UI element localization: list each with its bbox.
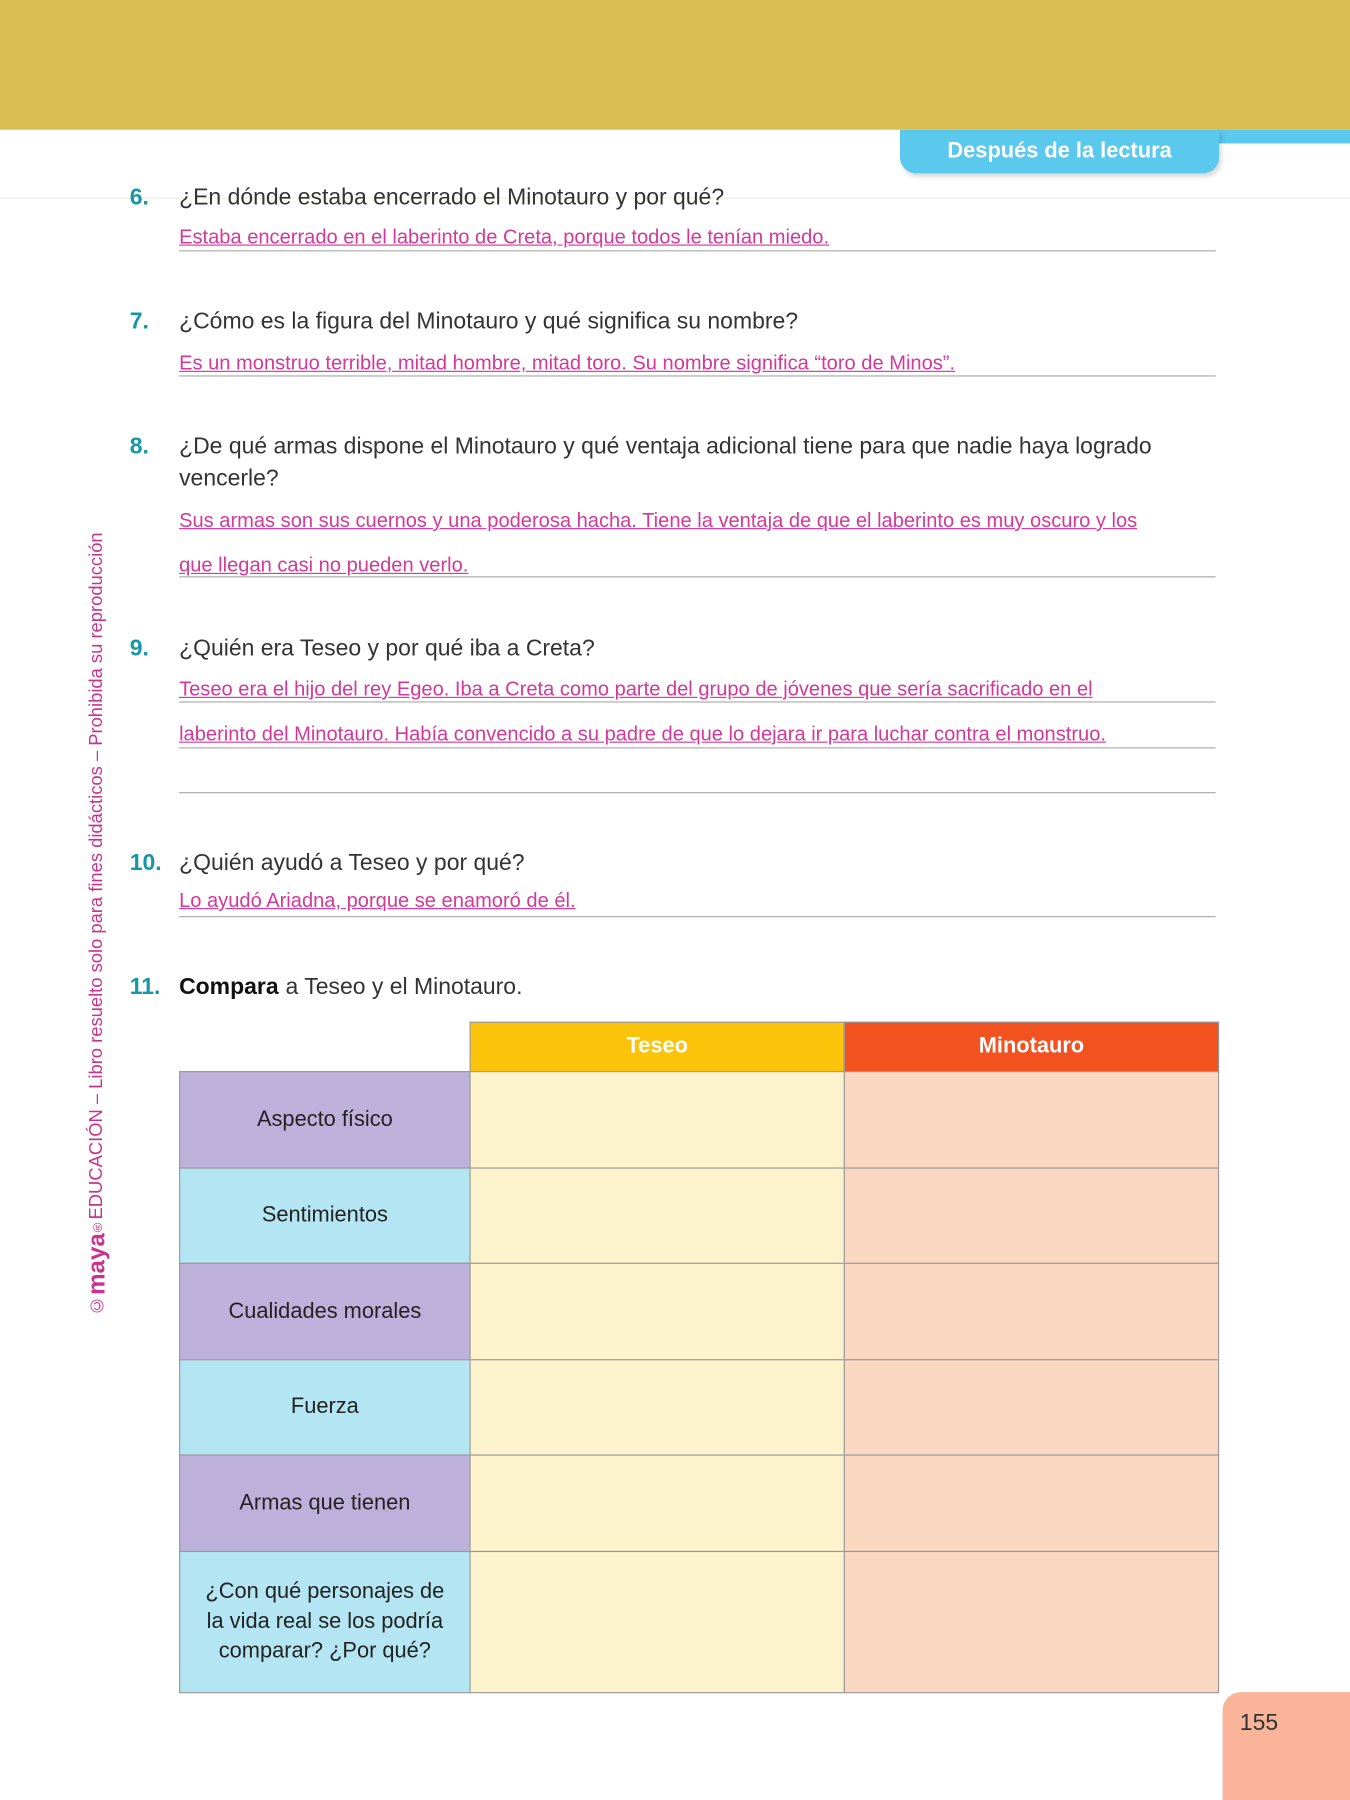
row-label: Aspecto físico (179, 1071, 471, 1169)
table-cell (469, 1454, 845, 1553)
column-header: Teseo (469, 1021, 845, 1073)
question-number: 11. (129, 974, 161, 1000)
question-number: 10. (129, 850, 162, 876)
answer-line: Lo ayudó Ariadna, porque se enamoró de é… (179, 888, 576, 912)
table-cell (469, 1359, 845, 1456)
table-cell (843, 1454, 1220, 1553)
page-number-box (1222, 1692, 1350, 1800)
answer-rule (179, 701, 1216, 703)
registered: ® (90, 1219, 105, 1234)
page-number: 155 (1239, 1710, 1279, 1736)
question-text: ¿En dónde estaba encerrado el Minotauro … (179, 184, 725, 211)
answer-rule (179, 576, 1216, 578)
question-number: 8. (129, 433, 149, 460)
row-label: ¿Con qué personajes de la vida real se l… (179, 1550, 471, 1694)
row-label: Sentimientos (179, 1167, 471, 1264)
answer-line: Sus armas son sus cuernos y una poderosa… (179, 508, 1138, 532)
answer-rule (179, 747, 1216, 749)
column-header: Minotauro (843, 1021, 1220, 1073)
question-text: Compara a Teseo y el Minotauro. (179, 971, 1224, 1003)
brand: maya (83, 1233, 111, 1295)
question-text: ¿Quién era Teseo y por qué iba a Creta? (179, 635, 595, 662)
question-body: a Teseo y el Minotauro. (285, 974, 523, 1000)
header-band (0, 0, 1350, 130)
table-cell (843, 1071, 1220, 1169)
table-cell (469, 1167, 845, 1264)
table-cell (843, 1359, 1220, 1456)
answer-rule (179, 250, 1216, 252)
row-label: Armas que tienen (179, 1454, 471, 1553)
emphasis: Compara (179, 974, 279, 1000)
question-text: ¿De qué armas dispone el Minotauro y qué… (179, 433, 1152, 492)
answer-line: Es un monstruo terrible, mitad hombre, m… (179, 351, 956, 375)
answer-line: Estaba encerrado en el laberinto de Cret… (179, 225, 830, 248)
table-cell (843, 1262, 1220, 1361)
table-cell (469, 1550, 845, 1694)
question-number: 9. (129, 635, 149, 662)
table-cell (843, 1550, 1220, 1694)
section-tab: Después de la lectura (900, 129, 1220, 174)
table-cell (843, 1167, 1220, 1264)
sidebar: ©maya®EDUCACIÓN – Libro resuelto solo pa… (84, 488, 114, 1315)
answer-rule (179, 375, 1216, 377)
question-number: 7. (129, 308, 149, 335)
answer-line: laberinto del Minotauro. Había convencid… (179, 722, 1106, 746)
sidebar-text: EDUCACIÓN – Libro resuelto solo para fin… (87, 532, 107, 1220)
question-text: ¿Cómo es la figura del Minotauro y qué s… (179, 308, 799, 335)
answer-rule (179, 792, 1216, 794)
row-label: Fuerza (179, 1359, 471, 1456)
answer-line: Teseo era el hijo del rey Egeo. Iba a Cr… (179, 677, 1093, 701)
table-cell (469, 1262, 845, 1361)
table-cell (469, 1071, 845, 1169)
question-number: 6. (129, 184, 149, 211)
tab-strip (1216, 129, 1350, 144)
row-label: Cualidades morales (179, 1262, 471, 1361)
question-text: ¿Quién ayudó a Teseo y por qué? (179, 850, 525, 876)
answer-rule (179, 916, 1216, 918)
copyright: © (87, 1294, 107, 1315)
header-rule (0, 197, 1350, 199)
answer-line: que llegan casi no pueden verlo. (179, 553, 469, 577)
